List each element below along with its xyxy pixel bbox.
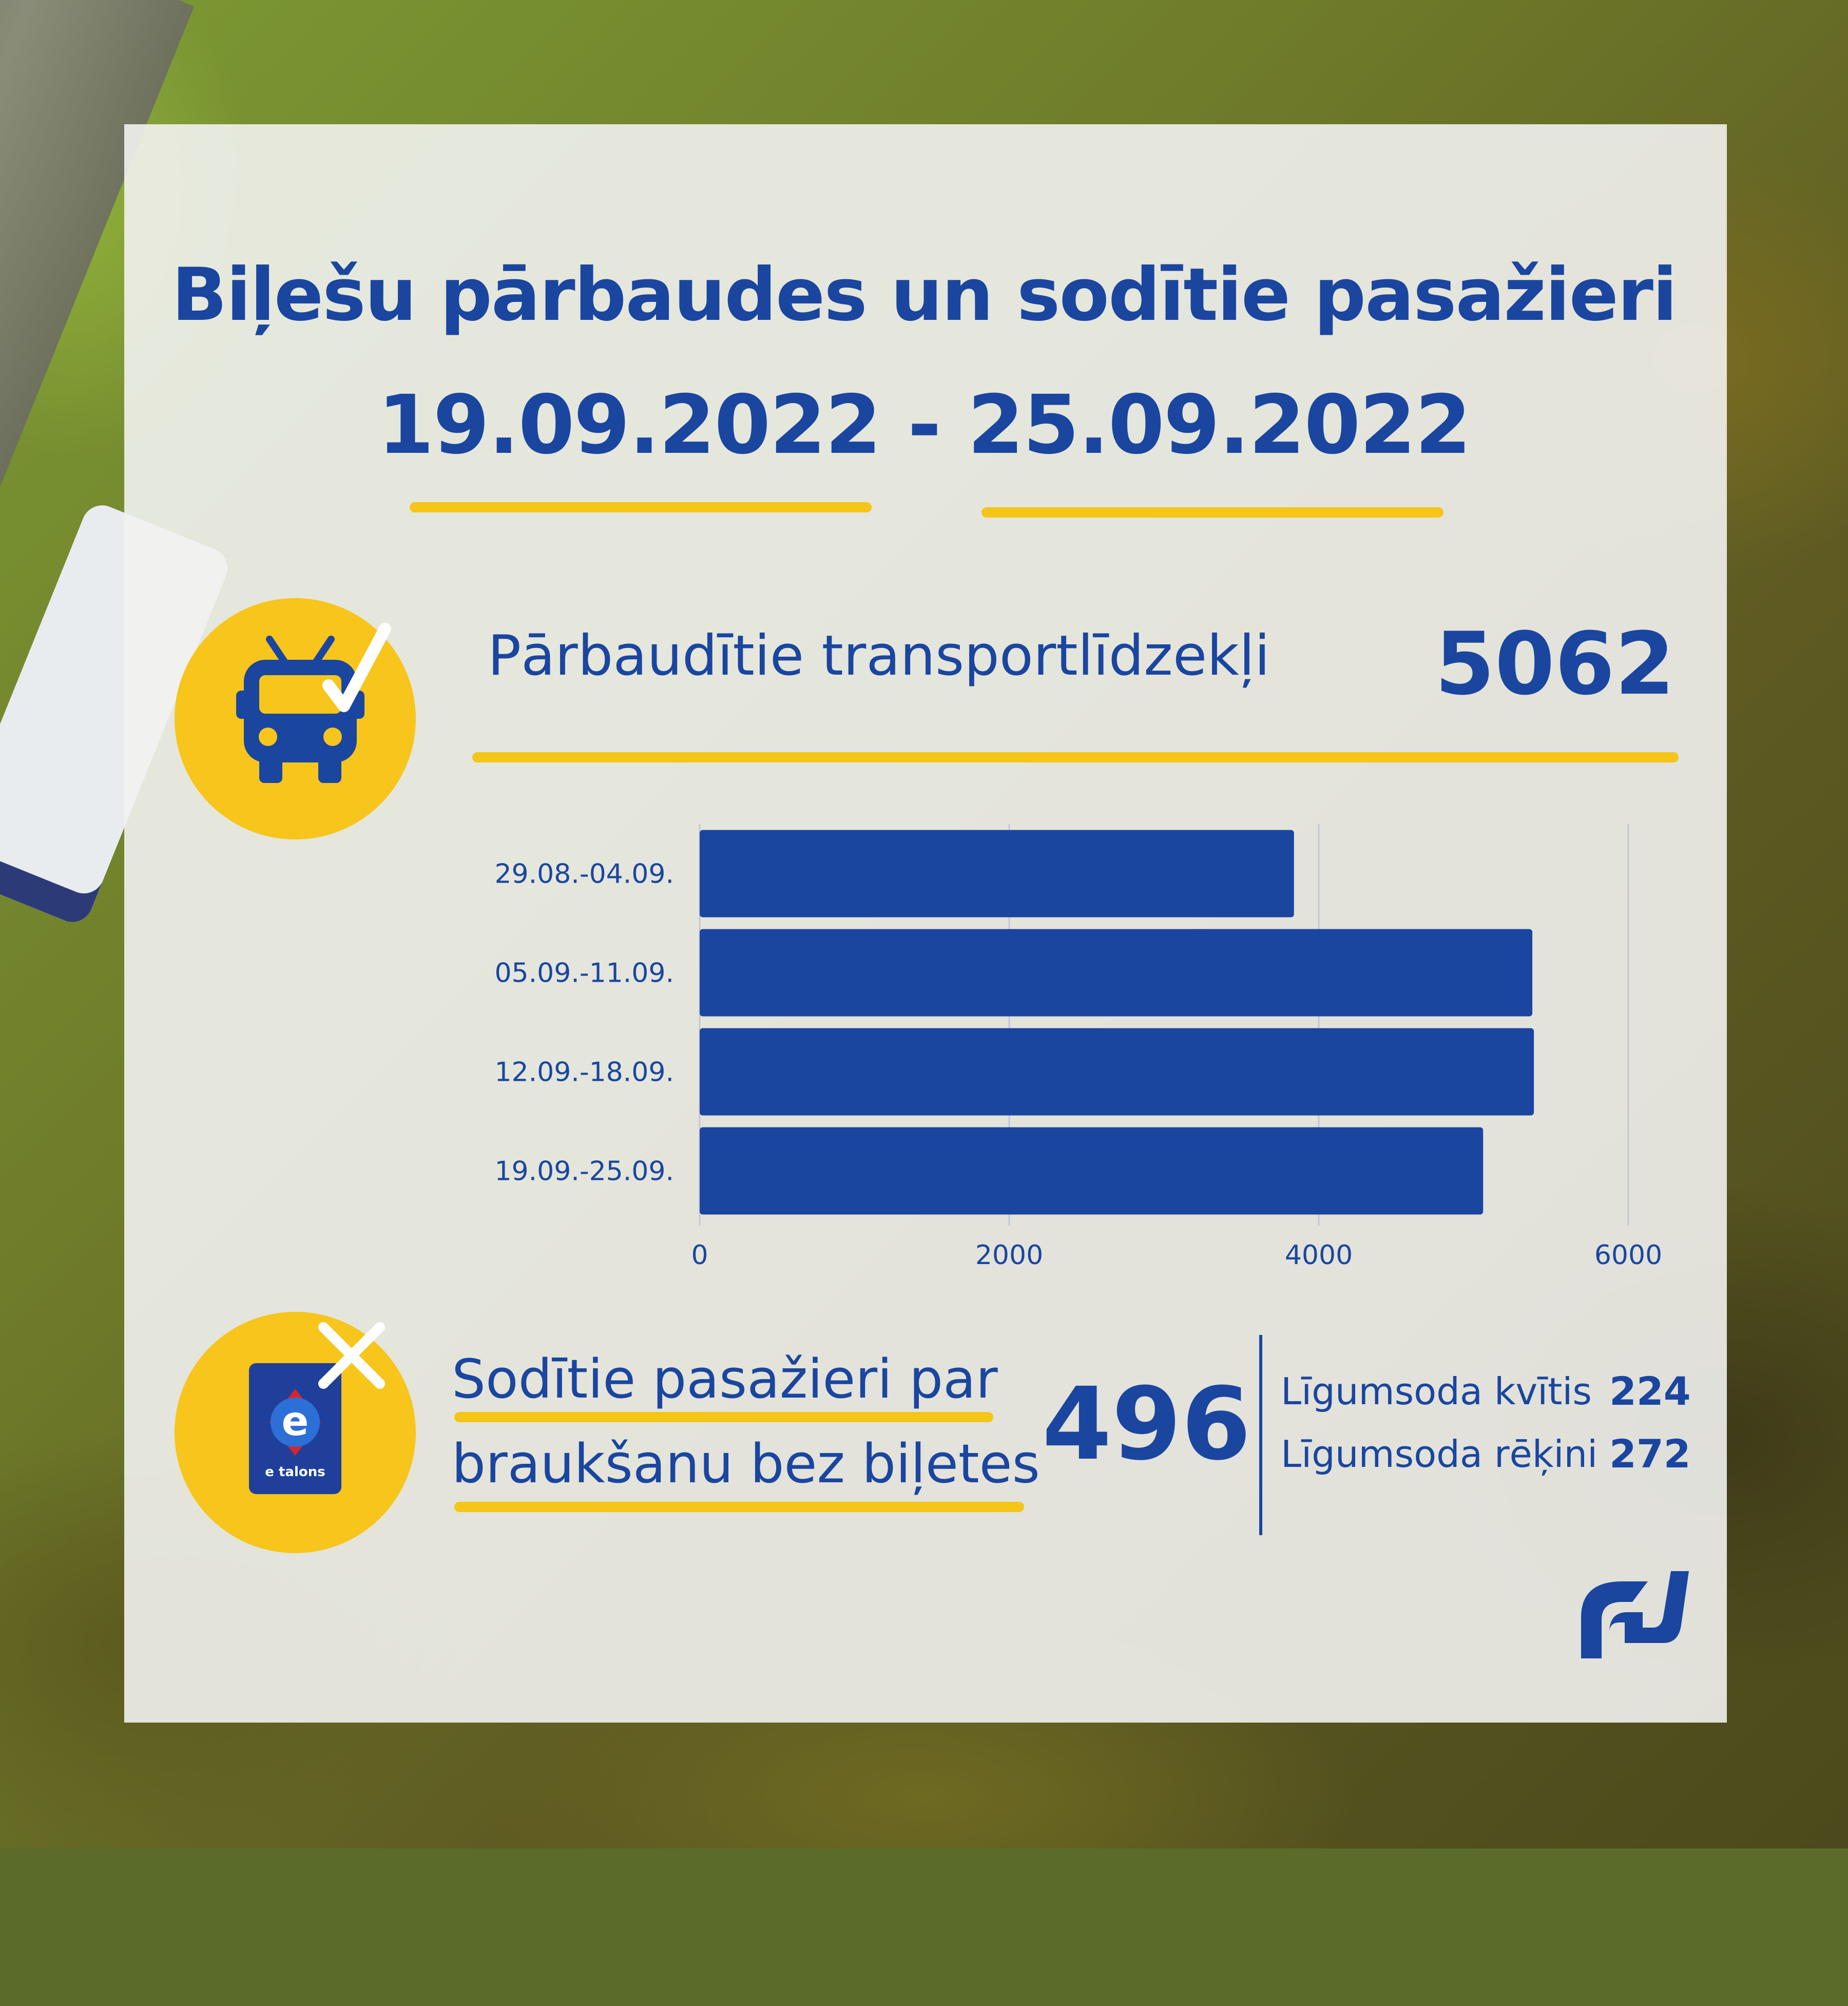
bar-4 xyxy=(700,1127,1484,1215)
fined-passengers-value: 496 xyxy=(1042,1366,1252,1482)
bar-1 xyxy=(700,830,1294,918)
weekly-inspections-chart: 29.08.-04.09. 05.09.-11.09. 12.09.-18.09. 1… xyxy=(494,824,1662,1271)
chart-bars xyxy=(700,830,1534,1215)
title-underline-right xyxy=(981,507,1443,518)
chart-category-labels: 29.08.-04.09. 05.09.-11.09. 12.09.-18.09. 1… xyxy=(494,859,674,1187)
etalons-card-cross-icon: e e talons xyxy=(249,1322,385,1494)
category-label: 12.09.-18.09. xyxy=(494,1057,674,1088)
stat1-underline xyxy=(472,752,1679,762)
trolleybus-check-icon xyxy=(236,623,391,783)
inspected-vehicles-label: Pārbaudītie transportlīdzekļi xyxy=(488,624,1270,688)
svg-text:e: e xyxy=(282,1399,309,1445)
x-tick-label: 2000 xyxy=(975,1240,1043,1271)
breakdown-invoices-label: Līgumsoda rēķini xyxy=(1281,1432,1598,1476)
category-label: 19.09.-25.09. xyxy=(494,1156,674,1187)
fined-passengers-label-line2: braukšanu bez biļetes xyxy=(452,1432,1040,1495)
chart-x-ticks: 0 2000 4000 6000 xyxy=(691,1240,1662,1271)
x-tick-label: 0 xyxy=(691,1240,708,1271)
stat2-underline-1 xyxy=(454,1412,993,1422)
title-underline-left xyxy=(410,502,872,512)
stat-divider xyxy=(1259,1335,1262,1535)
category-label: 05.09.-11.09. xyxy=(494,958,674,989)
x-tick-label: 6000 xyxy=(1594,1240,1662,1271)
breakdown-receipts-value: 224 xyxy=(1609,1368,1691,1414)
breakdown-receipts-label: Līgumsoda kvītis xyxy=(1281,1370,1592,1413)
category-label: 29.08.-04.09. xyxy=(494,859,674,890)
page-title: Biļešu pārbaudes un sodītie pasažieri xyxy=(171,253,1677,337)
bar-2 xyxy=(700,929,1533,1017)
inspected-vehicles-value: 5062 xyxy=(1435,614,1675,714)
fined-passengers-label-line1: Sodītie pasažieri par xyxy=(452,1348,998,1410)
company-logo-icon xyxy=(1581,1571,1689,1658)
stat2-underline-2 xyxy=(454,1502,1024,1512)
date-range: 19.09.2022 - 25.09.2022 xyxy=(377,378,1472,472)
x-tick-label: 4000 xyxy=(1285,1240,1353,1271)
breakdown-invoices-value: 272 xyxy=(1609,1431,1691,1477)
bar-3 xyxy=(700,1028,1534,1116)
card-label: e talons xyxy=(265,1464,325,1480)
